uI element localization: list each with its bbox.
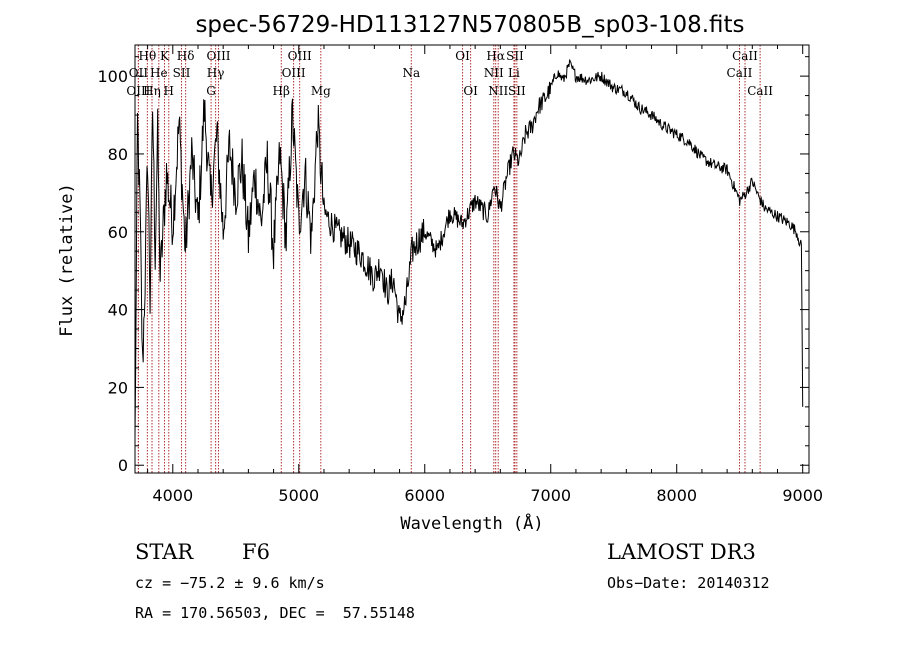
emission-line-label: CaII — [747, 84, 773, 98]
emission-line-label: He — [150, 66, 168, 80]
x-axis-label: Wavelength (Å) — [400, 512, 543, 534]
emission-line-label: Hθ — [138, 49, 156, 63]
chart-title: spec-56729-HD113127N570805B_sp03-108.fit… — [195, 12, 744, 38]
emission-line-label: Na — [402, 66, 420, 80]
observation-date: Obs−Date: 20140312 — [607, 574, 770, 592]
emission-line-label: SII — [173, 66, 191, 80]
y-axis-ticks: 0 20 40 60 80 100 — [97, 56, 809, 475]
emission-line-label: OI — [455, 49, 470, 63]
emission-line-label: OIII — [282, 66, 306, 80]
emission-line-label: Hβ — [273, 84, 290, 98]
x-tick-label: 7000 — [530, 486, 571, 505]
emission-line-label: Hη — [143, 84, 161, 98]
x-axis-ticks: 4000 5000 6000 7000 8000 9000 — [147, 45, 823, 505]
survey-name: LAMOST DR3 — [607, 540, 756, 564]
y-tick-label: 0 — [118, 456, 128, 475]
emission-line-label: G — [206, 84, 216, 98]
object-subclass: F6 — [242, 540, 270, 564]
emission-line-markers — [137, 45, 761, 473]
emission-line-label: SII — [508, 84, 526, 98]
emission-line-label: OI — [463, 84, 478, 98]
y-tick-label: 60 — [108, 223, 128, 242]
plot-frame — [134, 44, 810, 474]
y-tick-label: 20 — [108, 378, 128, 397]
x-tick-label: 5000 — [278, 486, 319, 505]
y-axis-label: Flux (relative) — [57, 183, 77, 337]
x-tick-label: 8000 — [656, 486, 697, 505]
emission-line-label: Mg — [311, 84, 331, 98]
emission-line-label: Hδ — [177, 49, 195, 63]
emission-line-label: SII — [506, 49, 524, 63]
emission-line-label: Hγ — [207, 66, 225, 80]
object-type: STAR — [135, 540, 194, 564]
emission-line-label: NII — [488, 84, 508, 98]
redshift-cz: cz = −75.2 ± 9.6 km/s — [135, 574, 325, 592]
emission-line-label: OII — [129, 66, 149, 80]
y-tick-label: 40 — [108, 301, 128, 320]
emission-line-label: Li — [508, 66, 520, 80]
spectrum-series-line — [134, 59, 804, 438]
emission-line-label: OIII — [206, 49, 230, 63]
emission-line-label: OIII — [126, 84, 150, 98]
coordinates: RA = 170.56503, DEC = 57.55148 — [135, 604, 415, 622]
x-tick-label: 9000 — [782, 486, 823, 505]
emission-line-label: CaII — [732, 49, 758, 63]
y-tick-label: 100 — [97, 67, 128, 86]
x-tick-label: 6000 — [404, 486, 445, 505]
emission-line-label: OIII — [288, 49, 312, 63]
emission-line-label: H — [164, 84, 174, 98]
emission-line-label: K — [160, 49, 170, 63]
x-tick-label: 4000 — [152, 486, 193, 505]
emission-line-label: CaII — [727, 66, 753, 80]
emission-line-label: Hα — [486, 49, 505, 63]
emission-line-label: NII — [484, 66, 504, 80]
y-tick-label: 80 — [108, 145, 128, 164]
